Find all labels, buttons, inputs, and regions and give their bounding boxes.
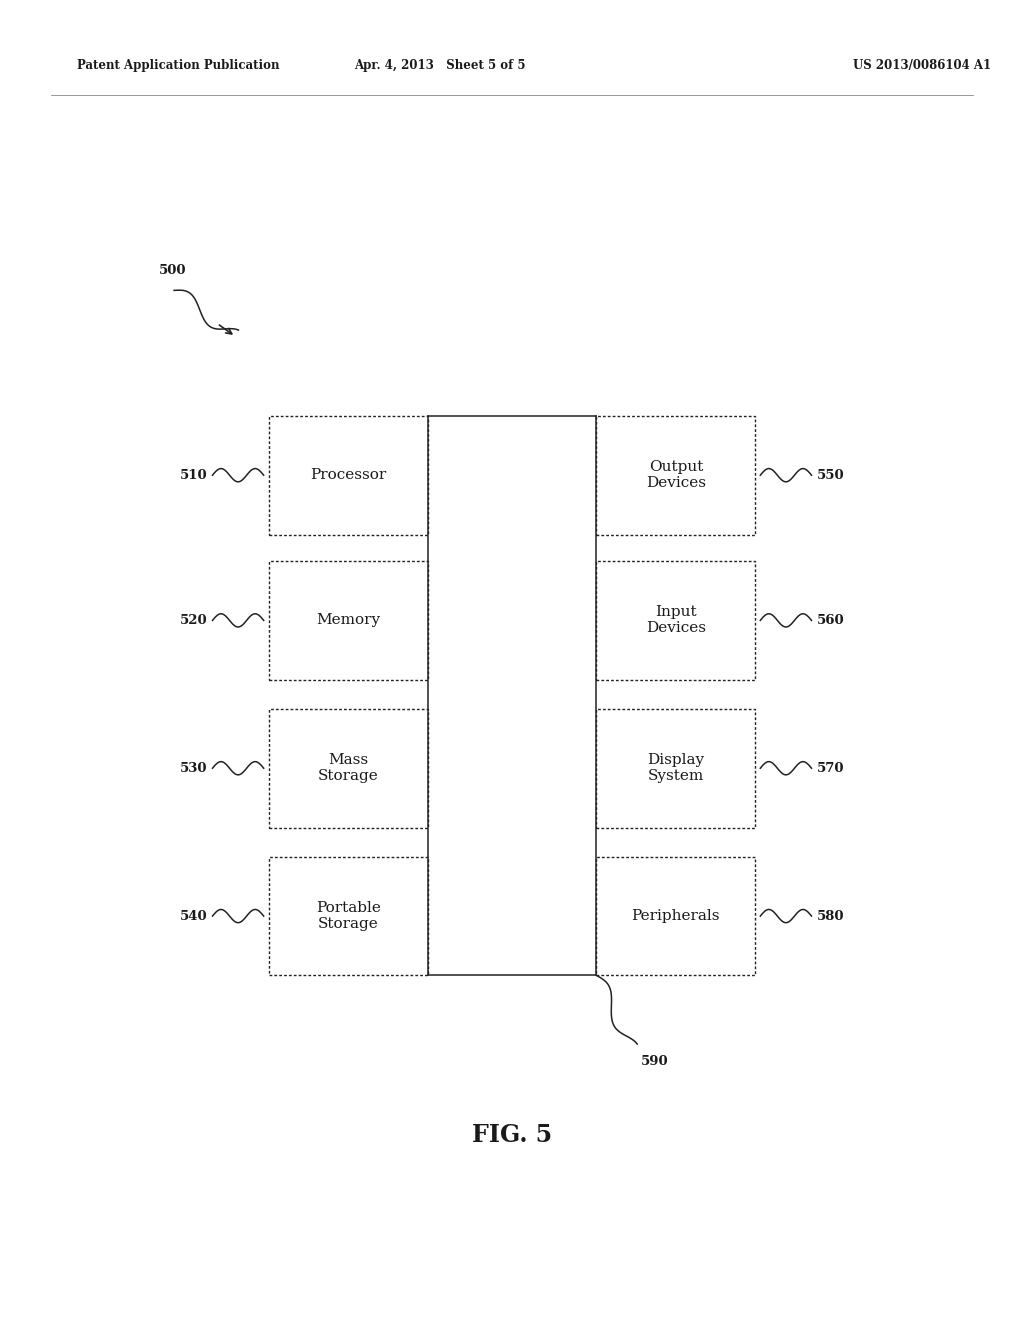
Text: Patent Application Publication: Patent Application Publication bbox=[77, 59, 280, 73]
Text: 510: 510 bbox=[180, 469, 207, 482]
Text: 540: 540 bbox=[180, 909, 207, 923]
Text: 560: 560 bbox=[817, 614, 844, 627]
Text: Portable
Storage: Portable Storage bbox=[315, 902, 381, 931]
Bar bbox=[596, 561, 756, 680]
Text: 550: 550 bbox=[817, 469, 844, 482]
Text: Output
Devices: Output Devices bbox=[646, 461, 706, 490]
Bar bbox=[596, 857, 756, 975]
Text: Apr. 4, 2013   Sheet 5 of 5: Apr. 4, 2013 Sheet 5 of 5 bbox=[354, 59, 526, 73]
Bar bbox=[268, 709, 428, 828]
Text: 590: 590 bbox=[641, 1055, 668, 1068]
Text: 570: 570 bbox=[817, 762, 844, 775]
Text: 520: 520 bbox=[180, 614, 207, 627]
Text: 530: 530 bbox=[180, 762, 207, 775]
Bar bbox=[268, 561, 428, 680]
Bar bbox=[596, 416, 756, 535]
Bar bbox=[268, 416, 428, 535]
Text: US 2013/0086104 A1: US 2013/0086104 A1 bbox=[853, 59, 990, 73]
Text: Mass
Storage: Mass Storage bbox=[317, 754, 379, 783]
Text: FIG. 5: FIG. 5 bbox=[472, 1123, 552, 1147]
Bar bbox=[268, 857, 428, 975]
Text: Display
System: Display System bbox=[647, 754, 705, 783]
Text: 580: 580 bbox=[817, 909, 844, 923]
Text: Peripherals: Peripherals bbox=[632, 909, 720, 923]
Bar bbox=[596, 709, 756, 828]
Text: Memory: Memory bbox=[316, 614, 380, 627]
Text: 500: 500 bbox=[159, 264, 186, 277]
Text: Processor: Processor bbox=[310, 469, 386, 482]
Text: Input
Devices: Input Devices bbox=[646, 606, 706, 635]
